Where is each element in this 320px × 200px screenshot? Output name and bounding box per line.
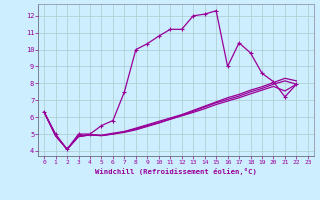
X-axis label: Windchill (Refroidissement éolien,°C): Windchill (Refroidissement éolien,°C) xyxy=(95,168,257,175)
